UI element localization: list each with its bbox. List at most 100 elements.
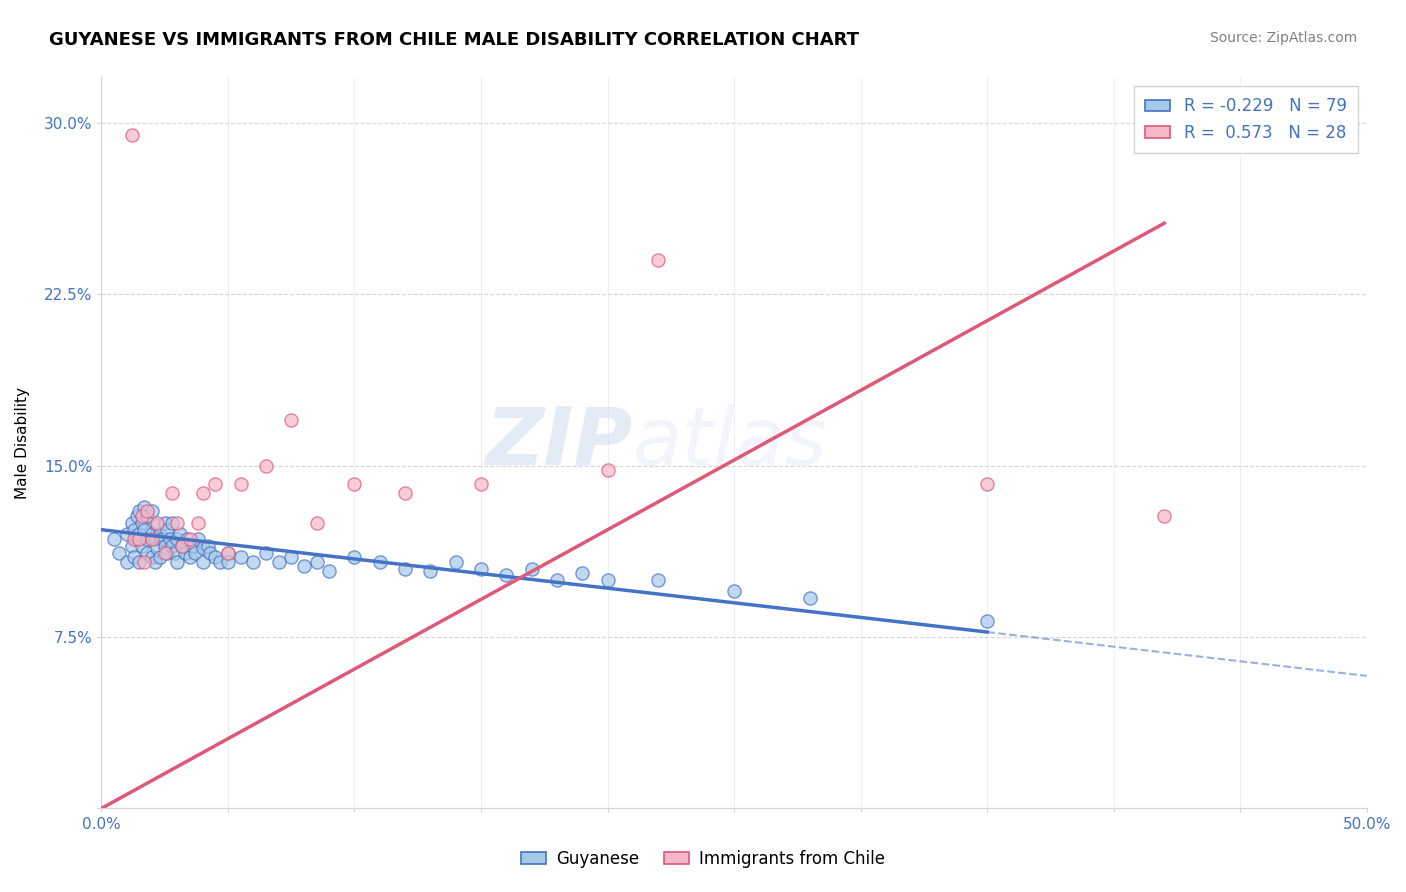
Point bbox=[976, 614, 998, 628]
Point bbox=[267, 555, 290, 569]
Point bbox=[128, 527, 150, 541]
Point bbox=[150, 532, 173, 546]
Point bbox=[254, 545, 277, 559]
Y-axis label: Male Disability: Male Disability bbox=[15, 387, 30, 499]
Point bbox=[172, 539, 194, 553]
Point bbox=[125, 532, 148, 546]
Point bbox=[124, 523, 146, 537]
Point bbox=[115, 527, 138, 541]
Text: Source: ZipAtlas.com: Source: ZipAtlas.com bbox=[1209, 31, 1357, 45]
Point bbox=[146, 518, 169, 533]
Point bbox=[368, 555, 391, 569]
Point bbox=[115, 555, 138, 569]
Point bbox=[166, 516, 188, 530]
Point bbox=[169, 527, 191, 541]
Legend: Guyanese, Immigrants from Chile: Guyanese, Immigrants from Chile bbox=[515, 844, 891, 875]
Point bbox=[143, 555, 166, 569]
Point bbox=[125, 508, 148, 523]
Point bbox=[305, 516, 328, 530]
Point bbox=[191, 486, 214, 500]
Point bbox=[166, 532, 188, 546]
Point bbox=[153, 516, 176, 530]
Point bbox=[153, 545, 176, 559]
Point bbox=[131, 508, 153, 523]
Point bbox=[217, 545, 239, 559]
Point bbox=[305, 555, 328, 569]
Point bbox=[546, 573, 568, 587]
Point bbox=[204, 477, 226, 491]
Point bbox=[200, 545, 222, 559]
Point bbox=[229, 550, 252, 565]
Point bbox=[520, 561, 543, 575]
Point bbox=[799, 591, 821, 606]
Point bbox=[187, 532, 209, 546]
Point bbox=[131, 539, 153, 553]
Point bbox=[156, 545, 179, 559]
Point bbox=[166, 555, 188, 569]
Point bbox=[121, 539, 143, 553]
Point bbox=[156, 523, 179, 537]
Point bbox=[596, 463, 619, 477]
Point bbox=[647, 573, 669, 587]
Point bbox=[191, 541, 214, 555]
Point bbox=[470, 477, 492, 491]
Text: GUYANESE VS IMMIGRANTS FROM CHILE MALE DISABILITY CORRELATION CHART: GUYANESE VS IMMIGRANTS FROM CHILE MALE D… bbox=[49, 31, 859, 49]
Point bbox=[419, 564, 441, 578]
Point bbox=[124, 532, 146, 546]
Point bbox=[128, 532, 150, 546]
Point bbox=[181, 539, 204, 553]
Point bbox=[121, 128, 143, 142]
Point bbox=[136, 545, 159, 559]
Point bbox=[444, 555, 467, 569]
Point bbox=[162, 486, 184, 500]
Point bbox=[187, 516, 209, 530]
Point bbox=[209, 555, 232, 569]
Point bbox=[159, 532, 181, 546]
Point bbox=[343, 477, 366, 491]
Point bbox=[571, 566, 593, 580]
Point bbox=[495, 568, 517, 582]
Point bbox=[149, 550, 172, 565]
Point bbox=[197, 539, 219, 553]
Point bbox=[141, 550, 163, 565]
Point bbox=[149, 527, 172, 541]
Point bbox=[163, 545, 186, 559]
Point bbox=[124, 550, 146, 565]
Point bbox=[394, 486, 416, 500]
Point bbox=[280, 413, 302, 427]
Point bbox=[141, 527, 163, 541]
Point bbox=[1153, 508, 1175, 523]
Point bbox=[136, 532, 159, 546]
Point bbox=[242, 555, 264, 569]
Point bbox=[254, 458, 277, 473]
Point bbox=[134, 500, 156, 514]
Point bbox=[179, 532, 201, 546]
Text: ZIP: ZIP bbox=[485, 404, 633, 482]
Point bbox=[184, 545, 207, 559]
Point bbox=[128, 555, 150, 569]
Point bbox=[280, 550, 302, 565]
Point bbox=[179, 550, 201, 565]
Point bbox=[647, 253, 669, 268]
Point bbox=[141, 532, 163, 546]
Point bbox=[103, 532, 125, 546]
Point bbox=[172, 539, 194, 553]
Point bbox=[217, 545, 239, 559]
Legend: R = -0.229   N = 79, R =  0.573   N = 28: R = -0.229 N = 79, R = 0.573 N = 28 bbox=[1133, 86, 1358, 153]
Point bbox=[128, 504, 150, 518]
Point bbox=[136, 508, 159, 523]
Point bbox=[343, 550, 366, 565]
Point bbox=[596, 573, 619, 587]
Point bbox=[121, 516, 143, 530]
Point bbox=[229, 477, 252, 491]
Point bbox=[176, 532, 198, 546]
Point bbox=[134, 523, 156, 537]
Point bbox=[146, 541, 169, 555]
Point bbox=[292, 559, 315, 574]
Text: atlas: atlas bbox=[633, 404, 828, 482]
Point bbox=[153, 539, 176, 553]
Point bbox=[141, 504, 163, 518]
Point bbox=[146, 516, 169, 530]
Point bbox=[108, 545, 131, 559]
Point bbox=[318, 564, 340, 578]
